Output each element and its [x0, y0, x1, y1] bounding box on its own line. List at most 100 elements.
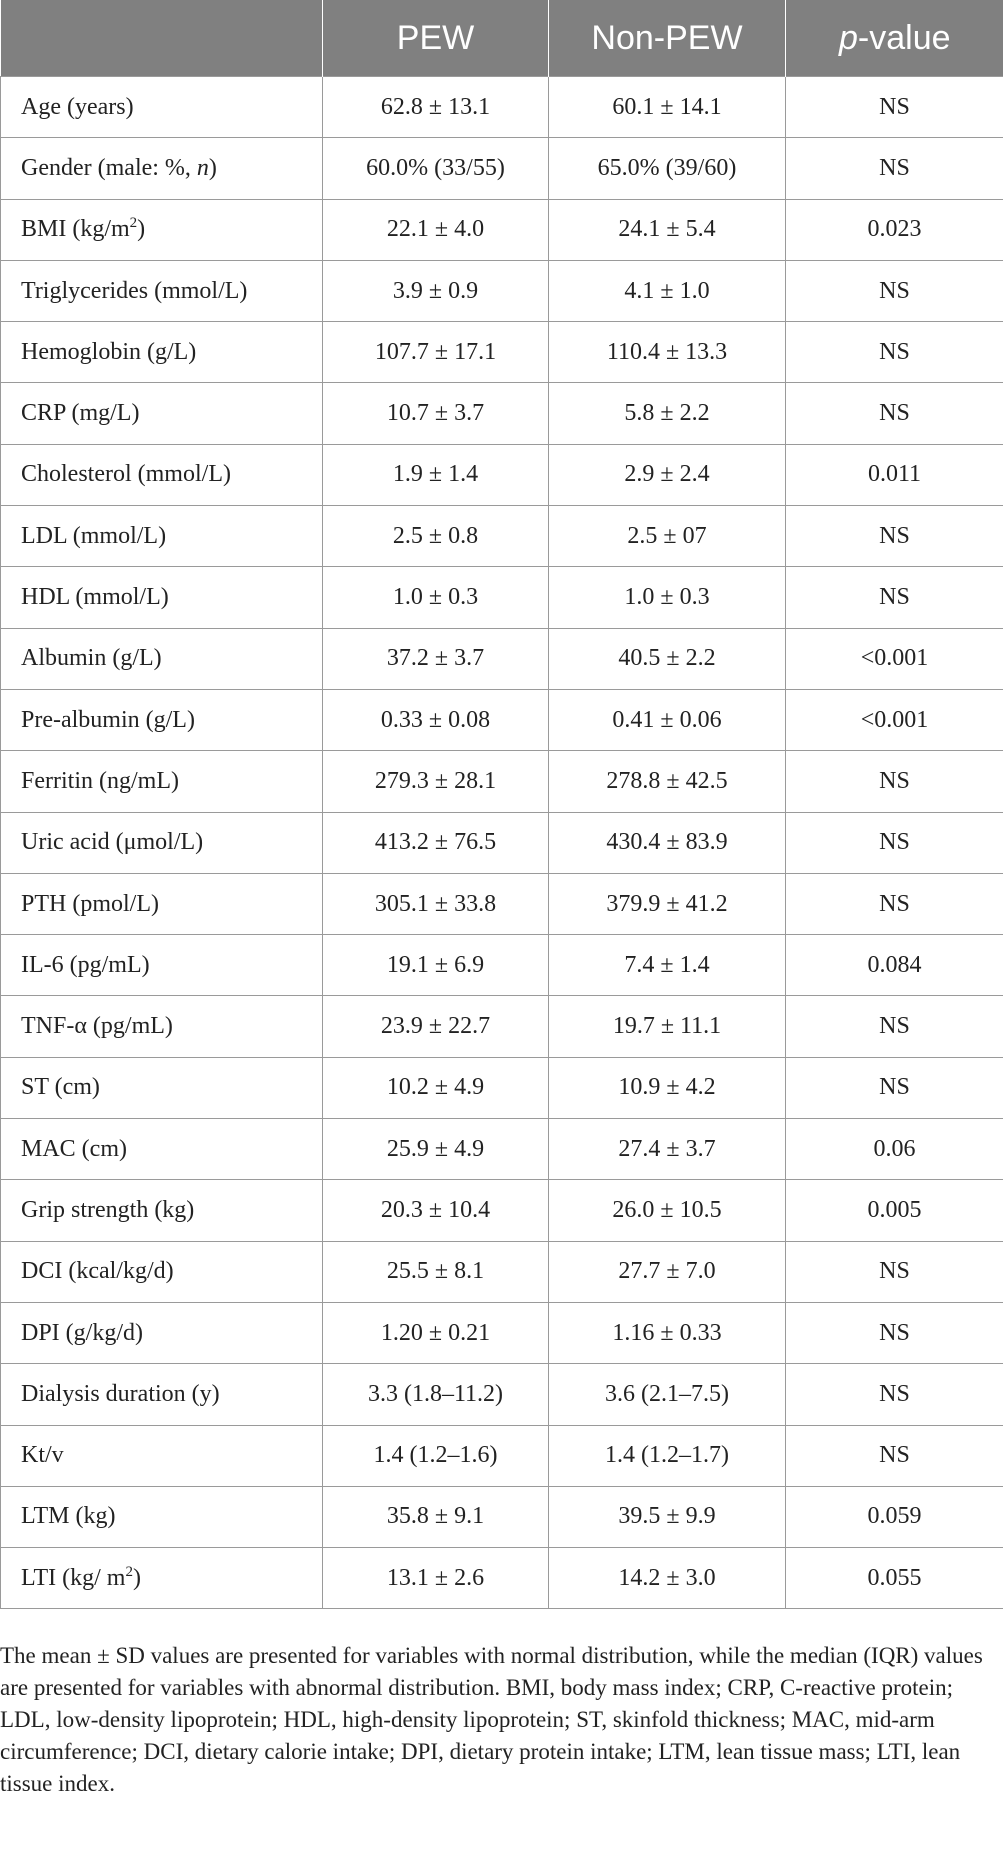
cell-non-pew: 0.41 ± 0.06 — [548, 689, 786, 752]
row-label-text: Cholesterol (mmol/L) — [21, 461, 231, 488]
row-label-italic: n — [196, 154, 209, 181]
table-row: Ferritin (ng/mL) 279.3 ± 28.1 278.8 ± 42.5… — [0, 750, 1003, 813]
cell-pew: 107.7 ± 17.1 — [322, 321, 549, 384]
cell-non-pew: 65.0% (39/60) — [548, 137, 786, 200]
cell-p-value: <0.001 — [785, 689, 1003, 752]
row-label: MAC (cm) — [0, 1118, 323, 1181]
table-row: Dialysis duration (y) 3.3 (1.8–11.2) 3.6 (… — [0, 1363, 1003, 1426]
cell-pew: 0.33 ± 0.08 — [322, 689, 549, 752]
row-label-text: LTI (kg/ m — [21, 1564, 126, 1591]
cell-p-value: NS — [785, 75, 1003, 139]
row-label: Age (years) — [0, 75, 323, 139]
row-label-text: LTM (kg) — [21, 1503, 116, 1530]
row-label: BMI (kg/m2) — [0, 199, 323, 261]
row-label-text: Pre-albumin (g/L) — [21, 706, 195, 733]
cell-pew: 25.9 ± 4.9 — [322, 1118, 549, 1181]
table-row: Uric acid (μmol/L) 413.2 ± 76.5 430.4 ± 83… — [0, 812, 1003, 874]
cell-p-value: NS — [785, 382, 1003, 445]
cell-pew: 3.9 ± 0.9 — [322, 260, 549, 323]
cell-p-value: 0.055 — [785, 1547, 1003, 1610]
row-label: ST (cm) — [0, 1057, 323, 1120]
table-row: LTI (kg/ m2) 13.1 ± 2.6 14.2 ± 3.0 0.055 — [0, 1547, 1003, 1610]
cell-non-pew: 27.7 ± 7.0 — [548, 1241, 786, 1303]
cell-p-value: NS — [785, 1057, 1003, 1120]
cell-non-pew: 3.6 (2.1–7.5) — [548, 1363, 786, 1426]
row-label: Dialysis duration (y) — [0, 1363, 323, 1426]
cell-pew: 62.8 ± 13.1 — [322, 75, 549, 139]
table-row: Hemoglobin (g/L) 107.7 ± 17.1 110.4 ± 13.3… — [0, 321, 1003, 384]
header-p-value: p-value — [785, 0, 1003, 77]
cell-pew: 37.2 ± 3.7 — [322, 628, 549, 690]
cell-p-value: 0.084 — [785, 934, 1003, 997]
cell-non-pew: 60.1 ± 14.1 — [548, 75, 786, 139]
cell-non-pew: 24.1 ± 5.4 — [548, 199, 786, 261]
table-row: IL-6 (pg/mL) 19.1 ± 6.9 7.4 ± 1.4 0.084 — [0, 934, 1003, 997]
cell-pew: 2.5 ± 0.8 — [322, 505, 549, 568]
row-label-superscript: 2 — [129, 215, 138, 232]
cell-p-value: NS — [785, 750, 1003, 813]
row-label-text: HDL (mmol/L) — [21, 584, 169, 611]
cell-p-value: NS — [785, 1302, 1003, 1365]
cell-pew: 35.8 ± 9.1 — [322, 1486, 549, 1549]
row-label: Triglycerides (mmol/L) — [0, 260, 323, 323]
cell-pew: 279.3 ± 28.1 — [322, 750, 549, 813]
cell-p-value: 0.011 — [785, 444, 1003, 507]
header-pew: PEW — [322, 0, 549, 77]
cell-p-value: <0.001 — [785, 628, 1003, 690]
row-label-text: Gender (male: %, — [21, 154, 197, 181]
cell-non-pew: 1.16 ± 0.33 — [548, 1302, 786, 1365]
cell-pew: 13.1 ± 2.6 — [322, 1547, 549, 1610]
row-label-end: ) — [137, 216, 146, 243]
row-label: Cholesterol (mmol/L) — [0, 444, 323, 507]
cell-p-value: 0.06 — [785, 1118, 1003, 1181]
cell-pew: 60.0% (33/55) — [322, 137, 549, 200]
cell-pew: 19.1 ± 6.9 — [322, 934, 549, 997]
row-label: Kt/v — [0, 1425, 323, 1487]
header-variable — [0, 0, 323, 77]
cell-p-value: NS — [785, 321, 1003, 384]
row-label-text: CRP (mg/L) — [21, 400, 140, 427]
table-row: HDL (mmol/L) 1.0 ± 0.3 1.0 ± 0.3 NS — [0, 566, 1003, 629]
cell-pew: 305.1 ± 33.8 — [322, 873, 549, 936]
row-label-text: DCI (kcal/kg/d) — [21, 1258, 174, 1285]
row-label-text: Uric acid (μmol/L) — [21, 829, 204, 856]
row-label: IL-6 (pg/mL) — [0, 934, 323, 997]
cell-p-value: 0.005 — [785, 1179, 1003, 1242]
cell-pew: 22.1 ± 4.0 — [322, 199, 549, 261]
table-row: CRP (mg/L) 10.7 ± 3.7 5.8 ± 2.2 NS — [0, 382, 1003, 445]
header-non-pew: Non-PEW — [548, 0, 786, 77]
row-label-superscript: 2 — [125, 1563, 133, 1580]
cell-non-pew: 26.0 ± 10.5 — [548, 1179, 786, 1242]
cell-non-pew: 4.1 ± 1.0 — [548, 260, 786, 323]
table-footnote: The mean ± SD values are presented for v… — [0, 1643, 983, 1796]
cell-non-pew: 1.4 (1.2–1.7) — [548, 1425, 786, 1487]
table-row: Cholesterol (mmol/L) 1.9 ± 1.4 2.9 ± 2.4 0.… — [0, 444, 1003, 507]
table-row: DPI (g/kg/d) 1.20 ± 0.21 1.16 ± 0.33 NS — [0, 1302, 1003, 1365]
row-label-text: ST (cm) — [21, 1074, 100, 1101]
cell-p-value: NS — [785, 260, 1003, 323]
row-label-end: ) — [208, 154, 217, 181]
table-row: Age (years) 62.8 ± 13.1 60.1 ± 14.1 NS — [0, 75, 1003, 139]
row-label-text: Age (years) — [21, 93, 134, 120]
cell-p-value: 0.059 — [785, 1486, 1003, 1549]
cell-pew: 1.20 ± 0.21 — [322, 1302, 549, 1365]
row-label: Uric acid (μmol/L) — [0, 812, 323, 874]
row-label-text: Kt/v — [21, 1442, 64, 1469]
cell-p-value: NS — [785, 1425, 1003, 1487]
cell-pew: 1.0 ± 0.3 — [322, 566, 549, 629]
cell-non-pew: 379.9 ± 41.2 — [548, 873, 786, 936]
row-label-text: MAC (cm) — [21, 1135, 127, 1162]
row-label: CRP (mg/L) — [0, 382, 323, 445]
row-label-text: Hemoglobin (g/L) — [21, 338, 197, 365]
row-label-text: DPI (g/kg/d) — [21, 1319, 143, 1346]
cell-non-pew: 14.2 ± 3.0 — [548, 1547, 786, 1610]
row-label-text: PTH (pmol/L) — [21, 890, 159, 917]
cell-non-pew: 110.4 ± 13.3 — [548, 321, 786, 384]
row-label: DCI (kcal/kg/d) — [0, 1241, 323, 1303]
row-label-text: Grip strength (kg) — [21, 1196, 195, 1223]
table-row: Grip strength (kg) 20.3 ± 10.4 26.0 ± 10.5… — [0, 1179, 1003, 1242]
cell-pew: 23.9 ± 22.7 — [322, 995, 549, 1058]
row-label-text: Dialysis duration (y) — [21, 1380, 220, 1407]
row-label: Grip strength (kg) — [0, 1179, 323, 1242]
cell-p-value: NS — [785, 1241, 1003, 1303]
